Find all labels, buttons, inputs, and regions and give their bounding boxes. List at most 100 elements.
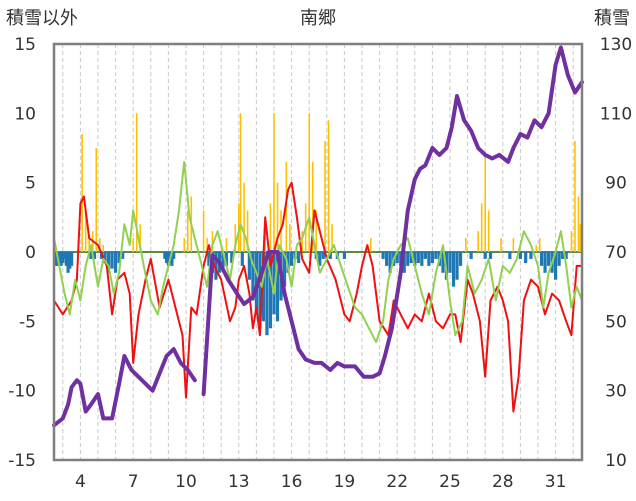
blue-bar — [70, 252, 74, 266]
right-tick-label: 50 — [605, 312, 627, 332]
blue-bar — [557, 252, 561, 266]
blue-bar — [441, 252, 445, 273]
x-tick-label: 16 — [281, 472, 303, 492]
gold-bar-group — [81, 113, 582, 253]
blue-bar — [554, 252, 558, 280]
blue-bar — [261, 252, 266, 322]
blue-bar — [318, 252, 322, 266]
gold-bar — [98, 238, 101, 252]
blue-bar — [381, 252, 385, 259]
blue-bar — [518, 252, 522, 259]
right-tick-label: 10 — [605, 451, 627, 471]
blue-bar — [524, 252, 528, 264]
right-tick-label: 130 — [600, 35, 632, 55]
blue-bar — [546, 252, 551, 266]
blue-bar — [92, 252, 97, 259]
gold-bar — [311, 161, 314, 252]
blue-bar — [103, 252, 107, 264]
right-y-axis: 130 110 90 70 50 30 10 — [600, 35, 632, 471]
blue-bar — [483, 252, 487, 259]
blue-bar — [207, 252, 211, 266]
blue-bar — [265, 252, 269, 336]
blue-bar — [430, 252, 434, 264]
blue-bar — [163, 252, 167, 259]
gold-bar — [301, 231, 303, 252]
left-tick-label: 10 — [14, 104, 36, 124]
x-axis: 4 7 10 13 16 19 22 25 28 31 — [75, 472, 566, 492]
x-tick-label: 10 — [175, 472, 197, 492]
blue-bar — [508, 252, 512, 259]
gold-bar — [324, 141, 326, 252]
x-tick-label: 25 — [439, 472, 461, 492]
blue-bar — [166, 252, 170, 266]
blue-bar — [297, 252, 301, 264]
gold-bar — [135, 113, 138, 252]
gold-bar — [239, 113, 242, 252]
blue-bar — [451, 252, 456, 287]
gold-bar — [538, 238, 541, 252]
blue-bar — [59, 252, 63, 266]
blue-bar — [529, 252, 533, 259]
blue-bar — [230, 252, 234, 264]
x-tick-label: 7 — [128, 472, 139, 492]
gold-bar — [289, 224, 291, 252]
gold-bar — [211, 231, 214, 252]
line-series — [52, 45, 584, 428]
x-tick-label: 22 — [386, 472, 408, 492]
gold-bar — [234, 224, 237, 252]
blue-bar — [282, 252, 287, 287]
blue-bar — [388, 252, 392, 273]
gold-bar — [480, 203, 483, 252]
gold-bar — [487, 210, 490, 252]
blue-bar — [170, 252, 174, 266]
blue-bar — [342, 252, 346, 259]
gold-bar — [84, 210, 87, 252]
right-tick-label: 110 — [600, 104, 632, 124]
gold-bar — [139, 224, 142, 252]
blue-bar — [221, 252, 225, 269]
blue-bar — [89, 252, 93, 259]
x-tick-label: 31 — [545, 472, 567, 492]
right-tick-label: 30 — [605, 382, 627, 402]
gold-bar — [577, 196, 580, 252]
blue-bar — [214, 252, 218, 280]
blue-bar — [68, 252, 72, 269]
blue-bar — [455, 252, 459, 280]
blue-bar — [240, 252, 244, 266]
gold-bar — [183, 238, 186, 252]
blue-bar — [224, 252, 229, 266]
blue-bar — [290, 252, 294, 266]
blue-bar — [321, 252, 325, 259]
gold-bar — [327, 120, 330, 253]
blue-bar — [406, 252, 410, 266]
grid-lines — [62, 44, 574, 460]
blue-bar — [106, 252, 111, 273]
blue-bar — [117, 252, 121, 264]
left-tick-label: 5 — [25, 174, 36, 194]
gold-bar — [186, 210, 189, 252]
right-axis-label: 積雪 — [594, 8, 630, 29]
gold-bar — [500, 238, 502, 252]
gold-bar — [370, 238, 372, 252]
gold-bar — [535, 245, 538, 252]
blue-bar — [423, 252, 427, 259]
blue-bar — [488, 252, 493, 259]
blue-bar — [114, 252, 118, 273]
blue-bar — [561, 252, 565, 259]
blue-bar — [434, 252, 438, 259]
purple-line — [201, 45, 584, 397]
blue-bar — [57, 252, 61, 264]
gold-bar — [246, 210, 249, 252]
blue-bar — [539, 252, 544, 266]
blue-bar — [286, 252, 290, 273]
left-tick-label: 15 — [14, 35, 36, 55]
gold-bar — [570, 231, 573, 252]
right-tick-label: 70 — [605, 243, 627, 263]
right-tick-label: 90 — [605, 174, 627, 194]
gold-bar — [315, 210, 318, 252]
left-tick-label: -10 — [8, 382, 36, 402]
gold-bar — [269, 203, 272, 252]
gold-bar — [273, 113, 275, 252]
chart-title: 南郷 — [300, 8, 336, 29]
